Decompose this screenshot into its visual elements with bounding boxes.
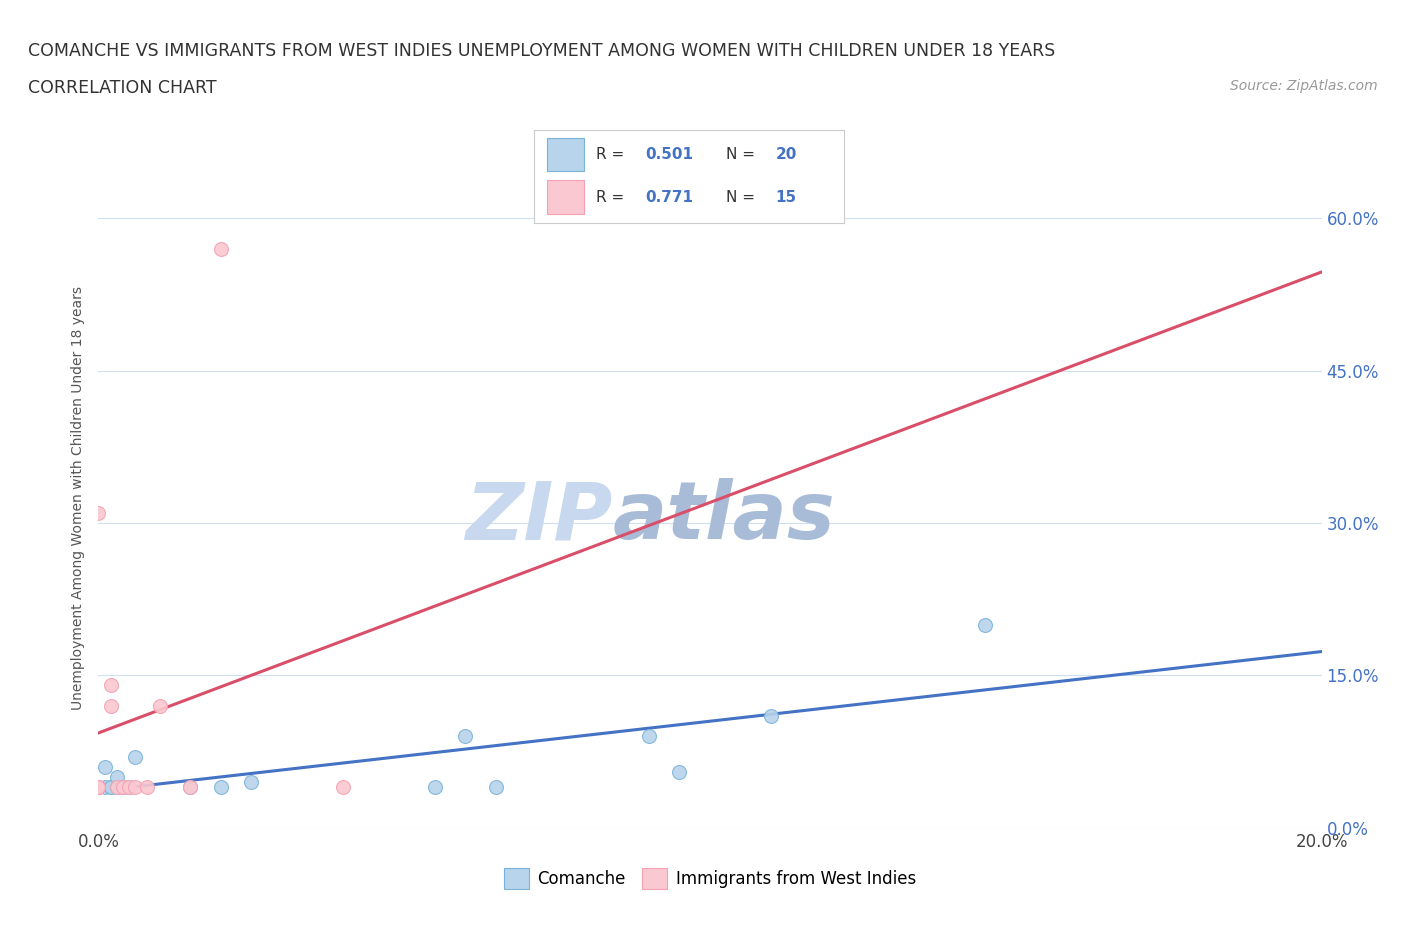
Point — [209, 241, 232, 256]
Point — [454, 729, 477, 744]
Point — [93, 779, 115, 794]
Point — [668, 764, 690, 779]
Point — [179, 779, 201, 794]
Point — [332, 779, 354, 794]
Bar — [547, 138, 583, 171]
Text: 20: 20 — [776, 147, 797, 162]
Point — [423, 779, 446, 794]
Point — [105, 779, 128, 794]
Point — [87, 779, 110, 794]
Text: R =: R = — [596, 147, 630, 162]
Bar — [547, 180, 583, 214]
Point — [87, 779, 110, 794]
Text: N =: N = — [725, 147, 759, 162]
Point — [87, 505, 110, 520]
Text: CORRELATION CHART: CORRELATION CHART — [28, 79, 217, 97]
Point — [111, 779, 134, 794]
Text: R =: R = — [596, 190, 630, 205]
Point — [100, 698, 122, 713]
Text: 0.501: 0.501 — [645, 147, 693, 162]
Legend: Comanche, Immigrants from West Indies: Comanche, Immigrants from West Indies — [498, 861, 922, 896]
Y-axis label: Unemployment Among Women with Children Under 18 years: Unemployment Among Women with Children U… — [72, 286, 86, 710]
Text: 0.771: 0.771 — [645, 190, 693, 205]
Point — [105, 769, 128, 784]
Point — [118, 779, 141, 794]
Point — [124, 779, 146, 794]
Point — [637, 729, 661, 744]
Text: Source: ZipAtlas.com: Source: ZipAtlas.com — [1230, 79, 1378, 93]
Point — [105, 779, 128, 794]
Text: atlas: atlas — [612, 478, 835, 556]
Text: COMANCHE VS IMMIGRANTS FROM WEST INDIES UNEMPLOYMENT AMONG WOMEN WITH CHILDREN U: COMANCHE VS IMMIGRANTS FROM WEST INDIES … — [28, 42, 1056, 60]
Point — [111, 779, 134, 794]
Point — [759, 709, 782, 724]
Point — [240, 775, 263, 790]
Point — [87, 779, 110, 794]
Point — [100, 779, 122, 794]
Text: ZIP: ZIP — [465, 478, 612, 556]
Point — [209, 779, 232, 794]
Point — [124, 750, 146, 764]
Point — [485, 779, 508, 794]
Point — [93, 759, 115, 774]
Point — [118, 779, 141, 794]
Point — [179, 779, 201, 794]
Text: N =: N = — [725, 190, 759, 205]
Point — [149, 698, 172, 713]
Point — [87, 779, 110, 794]
Point — [100, 678, 122, 693]
Point — [100, 779, 122, 794]
Point — [974, 618, 997, 632]
Point — [136, 779, 159, 794]
Text: 15: 15 — [776, 190, 797, 205]
